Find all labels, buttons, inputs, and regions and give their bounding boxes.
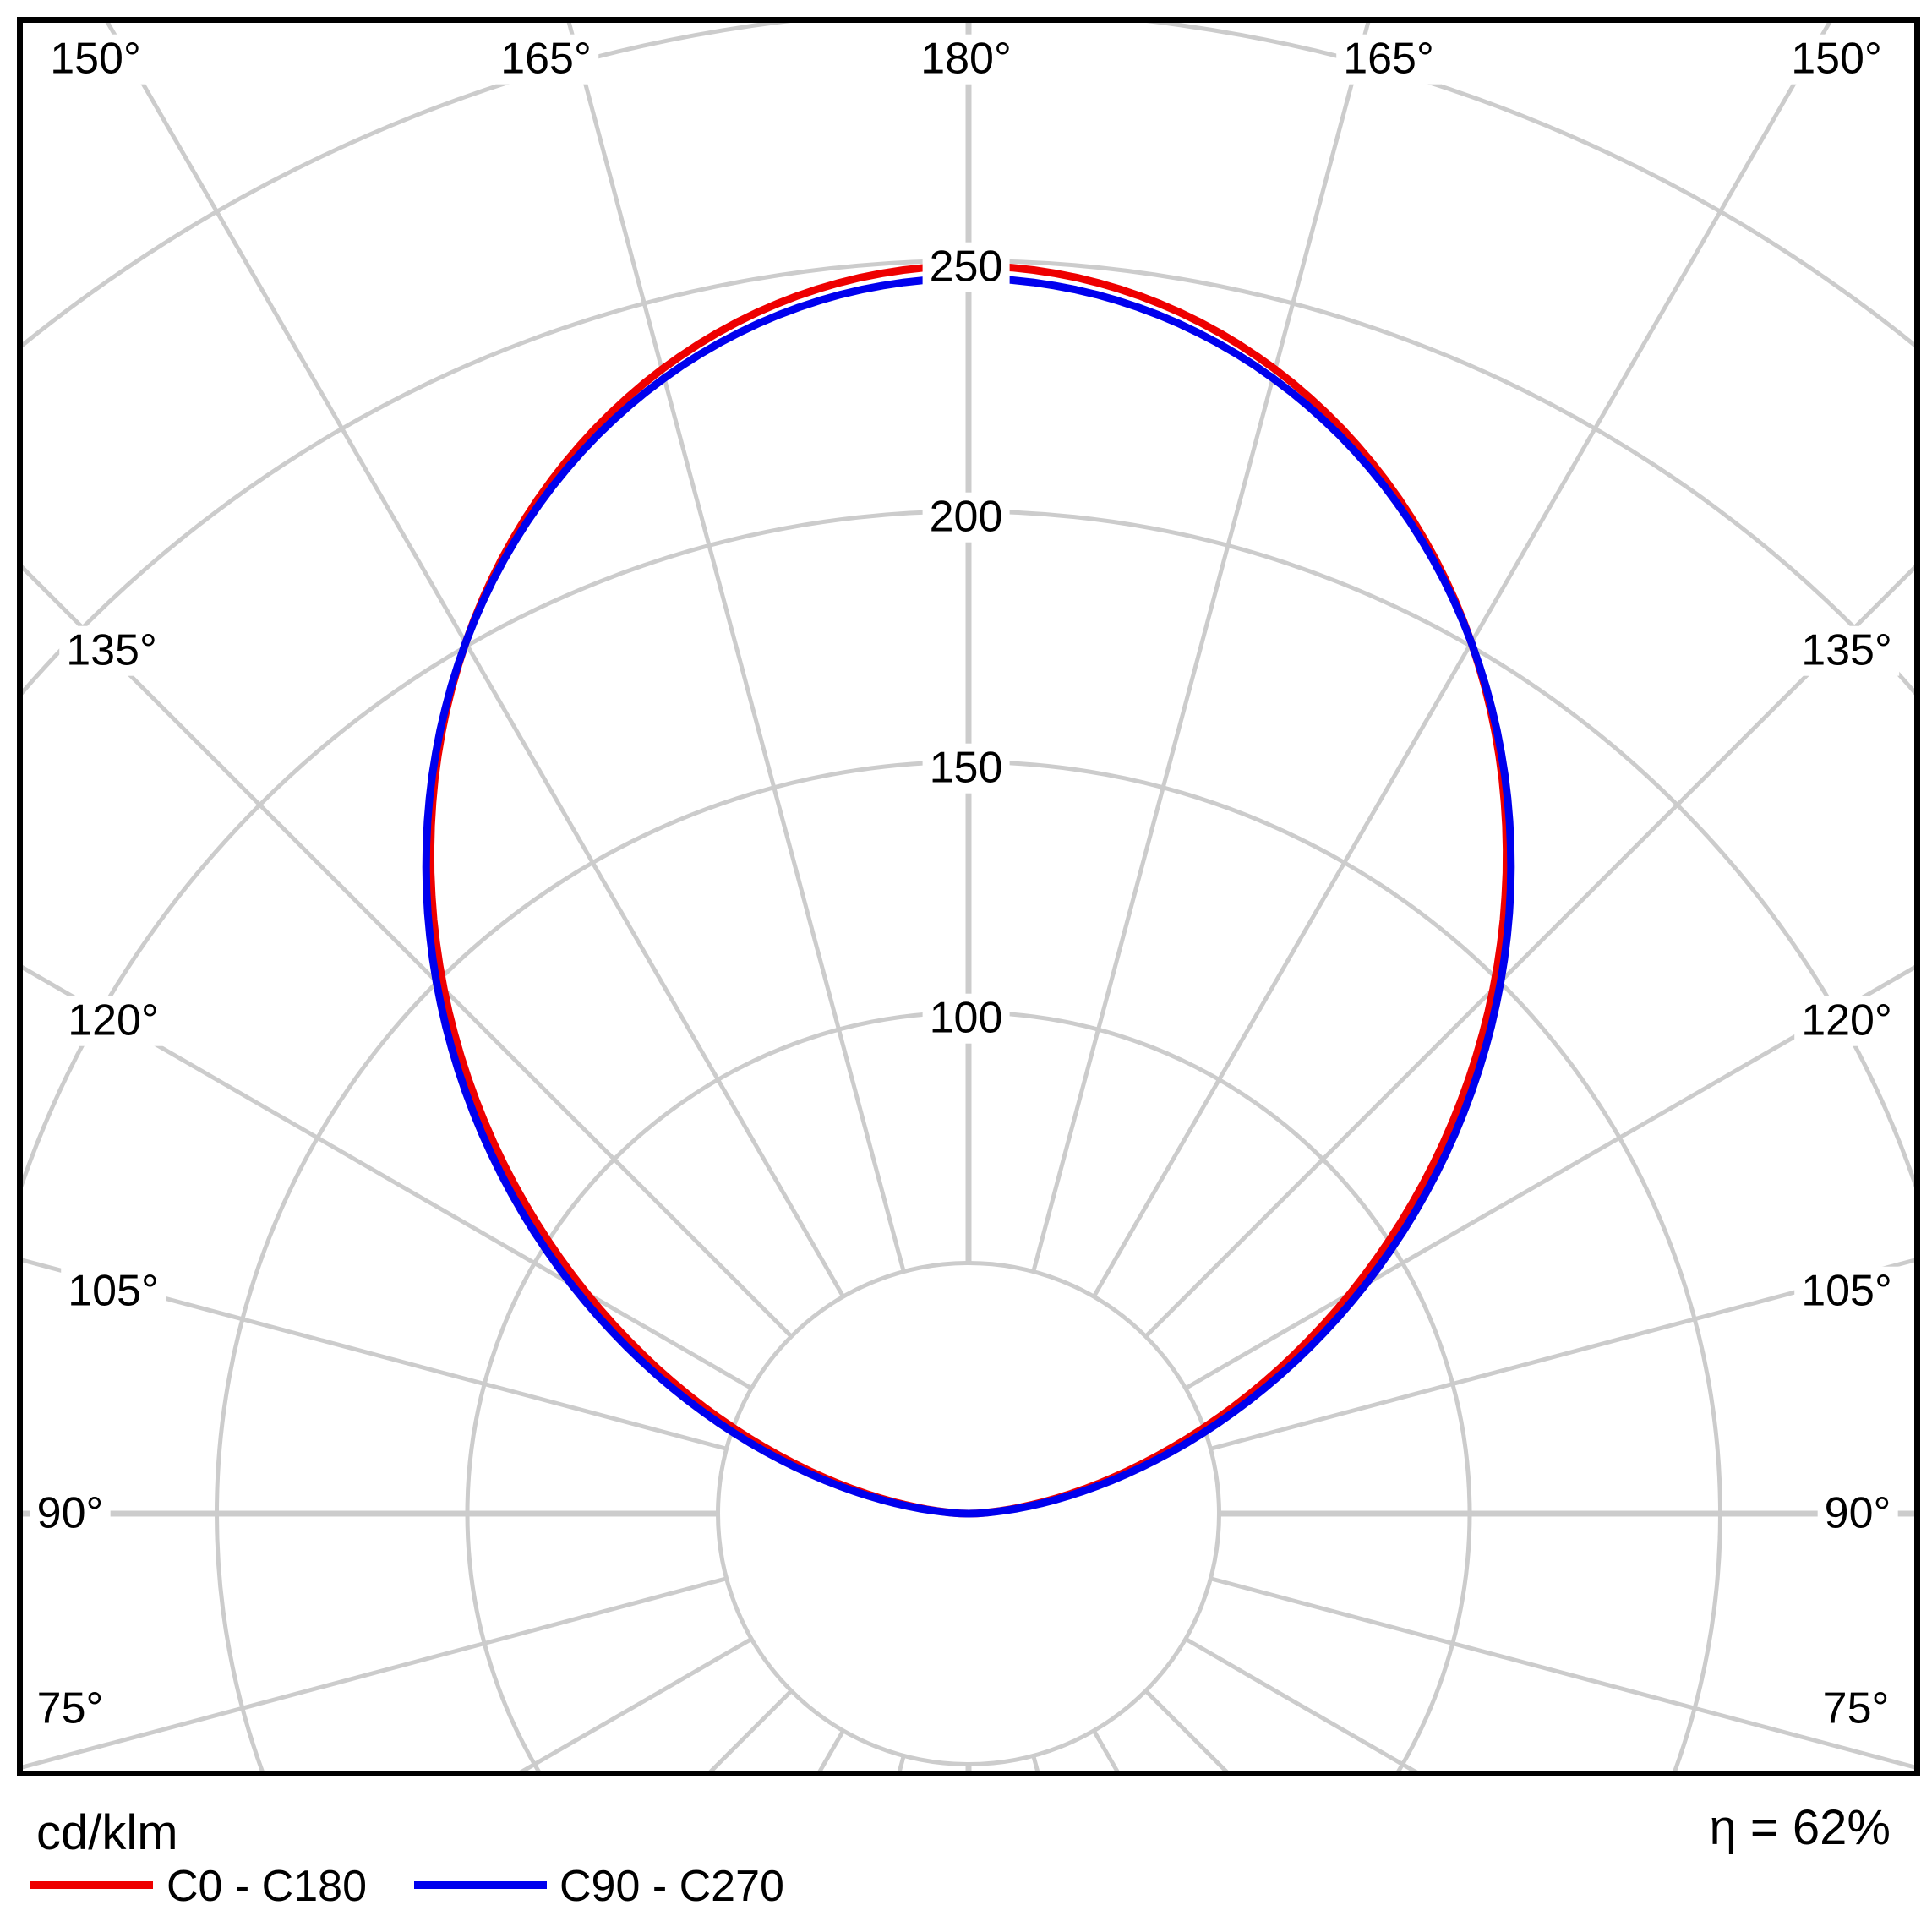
legend-line-c0-c180-swatch [30,1881,153,1889]
radial-tick-label-150: 150 [922,743,1010,794]
angle-label-90deg: 90° [1817,1488,1898,1539]
angle-label-120deg: 120° [1794,996,1899,1046]
angle-label-150deg: 150° [1784,34,1889,85]
angle-label-105deg: 105° [1794,1266,1899,1317]
angle-label-120deg: 120° [61,996,166,1046]
angle-label-180deg: 180° [914,34,1018,85]
angle-label-105deg: 105° [61,1266,166,1317]
legend-label-c90-c270: C90 - C270 [559,1862,784,1911]
angle-label-165deg: 165° [1336,34,1441,85]
legend-line-c90-c270-swatch [414,1881,547,1889]
angle-label-165deg: 165° [494,34,598,85]
angle-label-135deg: 135° [1794,625,1899,676]
angle-label-150deg: 150° [43,34,148,85]
angle-label-90deg: 90° [30,1488,111,1539]
radial-tick-label-250: 250 [922,242,1010,292]
efficiency-label: η = 62% [1709,1800,1891,1855]
radial-tick-label-200: 200 [922,492,1010,543]
legend-label-c0-c180: C0 - C180 [166,1862,367,1911]
angle-label-135deg: 135° [59,625,164,676]
angle-label-75deg: 75° [1815,1684,1897,1734]
unit-label: cd/klm [36,1805,178,1860]
angle-label-75deg: 75° [30,1684,111,1734]
radial-tick-label-100: 100 [922,993,1010,1044]
